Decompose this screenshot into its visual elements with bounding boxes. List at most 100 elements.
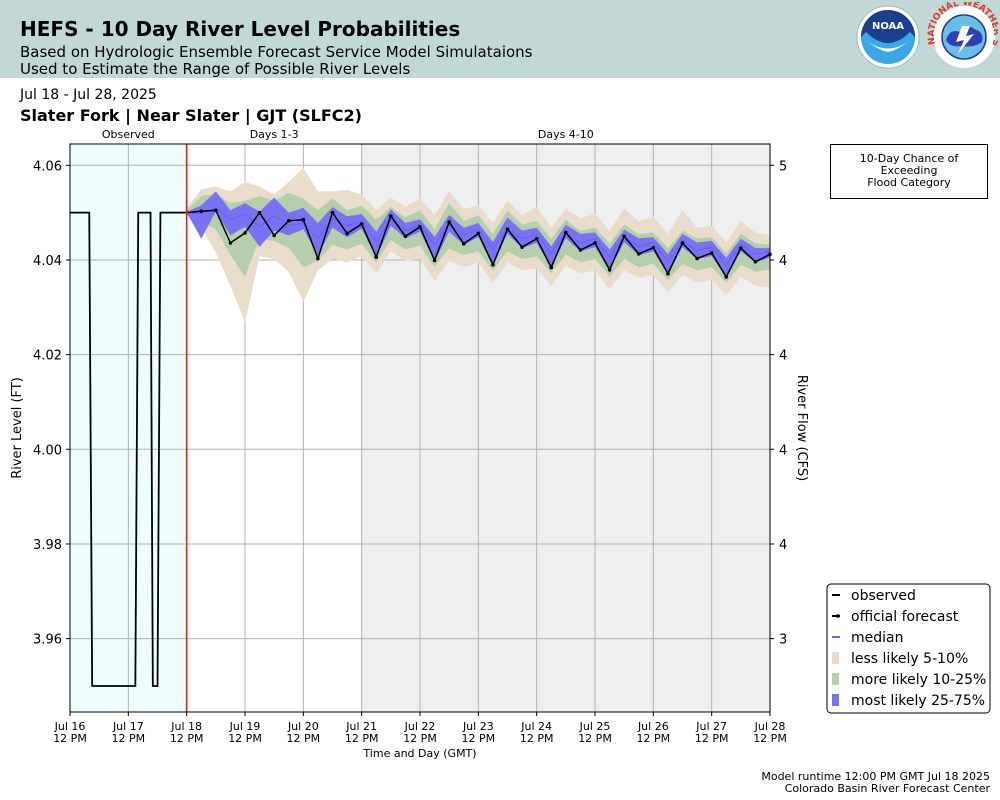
forecast-point xyxy=(709,251,714,255)
x-tick-label-day: Jul 22 xyxy=(404,720,436,733)
period-label-days-4-10: Days 4-10 xyxy=(538,128,594,141)
forecast-point xyxy=(286,218,291,223)
forecast-point xyxy=(199,209,204,214)
x-tick-label-time: 12 PM xyxy=(637,732,671,745)
y-tick-label: 3.98 xyxy=(33,538,62,553)
forecast-point xyxy=(272,233,276,238)
x-tick-label-time: 12 PM xyxy=(695,732,729,745)
forecast-point xyxy=(476,231,481,236)
x-tick-label-day: Jul 18 xyxy=(170,720,202,733)
header-banner: HEFS - 10 Day River Level Probabilities … xyxy=(0,0,1000,78)
x-tick-label-time: 12 PM xyxy=(112,732,146,745)
forecast-point xyxy=(228,241,233,245)
forecast-point xyxy=(695,256,699,261)
x-tick-label-day: Jul 24 xyxy=(520,720,552,733)
forecast-point xyxy=(651,245,656,250)
legend-swatch-forecast-dot xyxy=(836,614,840,618)
x-tick-label-day: Jul 25 xyxy=(579,720,611,733)
forecast-point xyxy=(564,230,568,235)
forecast-point xyxy=(243,231,247,235)
x-tick-label-time: 12 PM xyxy=(170,732,204,745)
x-tick-label-day: Jul 19 xyxy=(229,720,261,733)
forecast-point xyxy=(666,271,670,276)
y-tick-label: 4.02 xyxy=(33,349,62,364)
forecast-point xyxy=(432,258,437,263)
forecast-point xyxy=(374,255,379,259)
x-tick-label-time: 12 PM xyxy=(228,732,262,745)
forecast-point xyxy=(593,241,597,245)
forecast-center: Colorado Basin River Forecast Center xyxy=(784,782,990,795)
legend-swatch-band xyxy=(832,652,839,664)
y-tick-label: 3.96 xyxy=(33,633,62,648)
observed-line xyxy=(70,211,187,687)
forecast-point xyxy=(403,234,408,239)
period-label-days-1-3: Days 1-3 xyxy=(250,128,299,141)
x-tick-label-day: Jul 27 xyxy=(695,720,727,733)
x-tick-label-day: Jul 23 xyxy=(462,720,494,733)
x-tick-label-time: 12 PM xyxy=(345,732,379,745)
y-tick-label: 4.06 xyxy=(33,159,62,174)
forecast-point xyxy=(316,256,320,261)
legend-item-observed: observed xyxy=(832,588,916,604)
flood-category-box: 10-Day Chance of Exceeding Flood Categor… xyxy=(830,144,988,199)
legend-label: median xyxy=(851,630,903,646)
forecast-point xyxy=(578,248,583,252)
forecast-point xyxy=(418,225,422,229)
forecast-point xyxy=(257,210,262,215)
model-runtime: Model runtime 12:00 PM GMT Jul 18 2025 xyxy=(761,770,990,783)
subtitle-line-2: Used to Estimate the Range of Possible R… xyxy=(20,60,411,78)
x-tick-label-day: Jul 16 xyxy=(54,720,86,733)
y2-tick-label: 4 xyxy=(779,443,787,458)
subtitle-line-1: Based on Hydrologic Ensemble Forecast Se… xyxy=(20,43,533,61)
forecast-point xyxy=(330,210,335,215)
x-tick-label-time: 12 PM xyxy=(53,732,87,745)
x-tick-label-day: Jul 20 xyxy=(287,720,319,733)
noaa-logo: NOAA xyxy=(856,5,920,69)
legend-label: official forecast xyxy=(851,609,959,625)
forecast-point xyxy=(505,227,510,231)
forecast-point xyxy=(680,241,685,245)
forecast-point xyxy=(549,265,554,270)
y-tick-label: 4.04 xyxy=(33,254,62,269)
forecast-point xyxy=(607,268,612,272)
x-tick-label-time: 12 PM xyxy=(520,732,554,745)
y2-tick-label: 4 xyxy=(779,254,787,269)
forecast-point xyxy=(724,275,729,279)
y-axis-title: River Level (FT) xyxy=(10,377,25,479)
legend-item-median: median xyxy=(832,630,903,646)
x-tick-label-day: Jul 26 xyxy=(637,720,669,733)
legend-label: less likely 5-10% xyxy=(851,651,968,667)
flood-box-line-1: 10-Day Chance of xyxy=(859,152,959,165)
y2-axis-title: River Flow (CFS) xyxy=(794,375,809,481)
legend-label: most likely 25-75% xyxy=(851,693,985,709)
forecast-point xyxy=(389,214,393,218)
y2-tick-label: 5 xyxy=(779,159,787,174)
date-range: Jul 18 - Jul 28, 2025 xyxy=(20,87,157,103)
x-axis-title: Time and Day (GMT) xyxy=(362,747,476,760)
forecast-point xyxy=(301,217,306,222)
forecast-point xyxy=(534,236,539,241)
forecast-point xyxy=(622,234,626,239)
forecast-point xyxy=(491,262,495,267)
legend-frame xyxy=(826,583,991,714)
forecast-point xyxy=(447,220,451,224)
median-line xyxy=(186,207,771,266)
station-name: Slater Fork | Near Slater | GJT (SLFC2) xyxy=(20,106,362,125)
forecast-point xyxy=(214,208,218,213)
y2-tick-label: 4 xyxy=(779,538,787,553)
chart-legend: observed official forecast median less like… xyxy=(826,583,991,714)
forecast-point xyxy=(345,231,349,236)
x-tick-label-time: 12 PM xyxy=(403,732,437,745)
forecast-point xyxy=(636,252,641,256)
period-label-observed: Observed xyxy=(102,128,155,141)
legend-item-most: most likely 25-75% xyxy=(832,693,985,709)
y2-tick-label: 3 xyxy=(779,633,787,648)
x-tick-label-time: 12 PM xyxy=(287,732,321,745)
forecast-point xyxy=(461,242,466,246)
y2-tick-label: 4 xyxy=(779,349,787,364)
forecast-point xyxy=(739,246,743,250)
noaa-logo-text: NOAA xyxy=(872,21,904,32)
x-tick-label-day: Jul 17 xyxy=(112,720,144,733)
page-title: HEFS - 10 Day River Level Probabilities xyxy=(20,17,461,41)
